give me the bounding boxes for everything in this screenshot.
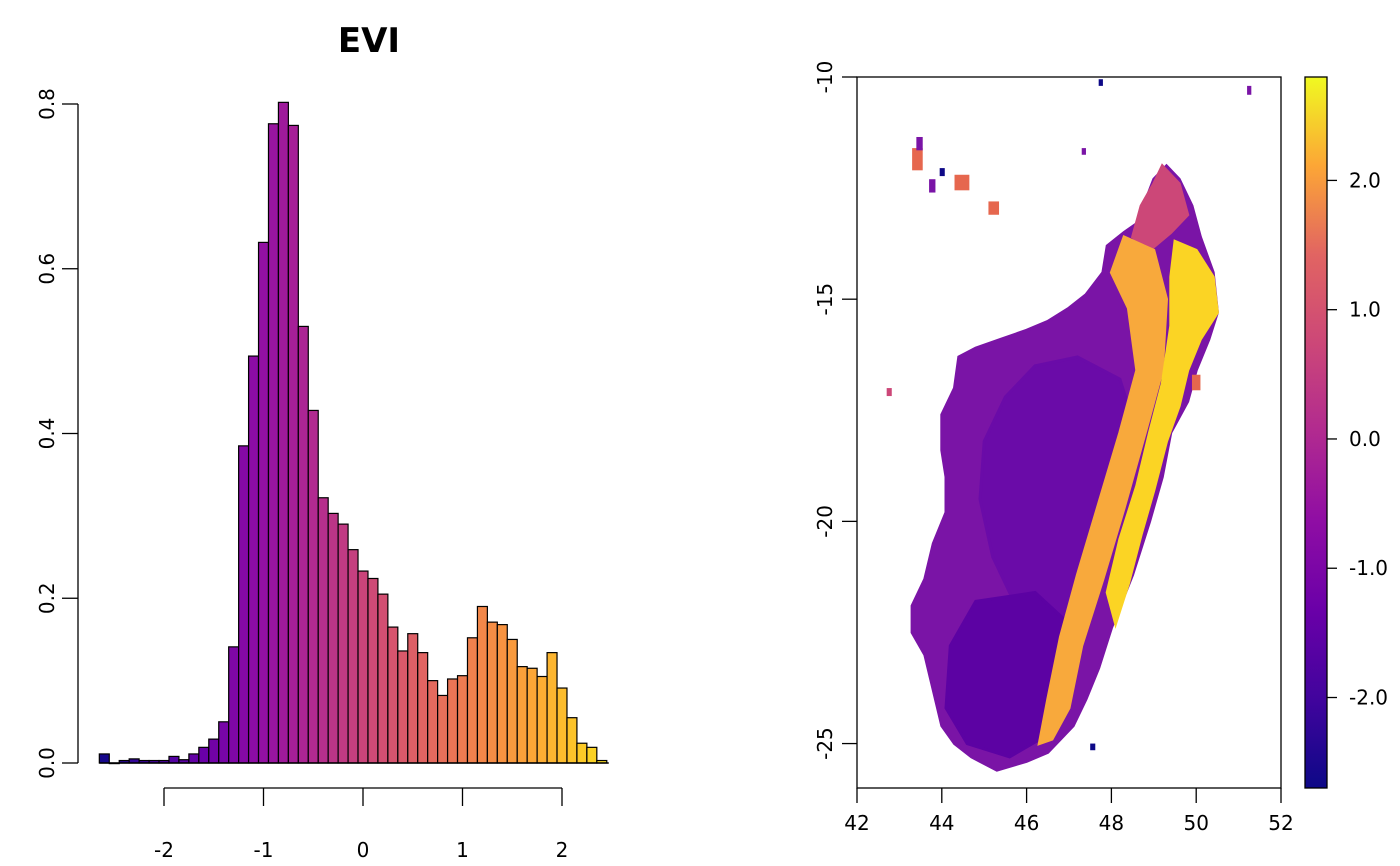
map-x-tick-label: 52 xyxy=(1268,811,1293,835)
histogram-bar xyxy=(506,638,518,764)
histogram-bar xyxy=(456,675,469,764)
histogram-bar xyxy=(208,738,220,764)
histogram-bar xyxy=(188,753,200,764)
histogram-bar xyxy=(417,652,429,764)
x-tick-label: -1 xyxy=(254,838,274,862)
histogram-bar xyxy=(387,626,399,764)
map-y-tick-label: -15 xyxy=(813,283,837,316)
map-island xyxy=(1247,85,1252,95)
histogram-bar xyxy=(397,650,409,764)
x-tick-label: -2 xyxy=(154,838,174,862)
y-tick-label: 0.4 xyxy=(35,418,59,450)
map-y-axis: -25 -20 -15 -10 xyxy=(813,61,857,760)
map-island xyxy=(1191,374,1201,391)
histogram-bar xyxy=(247,355,260,764)
legend-tick-label: -2.0 xyxy=(1349,686,1388,710)
histogram-panel: EVI 0.0 0.2 0.4 0.6 0.8 -2 -1 0 1 2 xyxy=(35,21,609,862)
map-land-east-coast xyxy=(1105,239,1219,629)
histogram-bar xyxy=(297,325,309,764)
histogram-title: EVI xyxy=(338,21,400,61)
histogram-bar xyxy=(546,652,558,764)
x-tick-label: 0 xyxy=(357,838,370,862)
histogram-bar xyxy=(526,667,538,764)
histogram-bar xyxy=(357,570,369,764)
map-y-tick-label: -25 xyxy=(813,727,837,760)
y-tick-label: 0.0 xyxy=(35,747,59,779)
map-panel: 42 44 46 48 50 52 -25 -20 -15 -10 xyxy=(813,61,1294,835)
map-x-tick-label: 42 xyxy=(844,811,869,835)
histogram-bar xyxy=(168,755,180,764)
histogram-bar xyxy=(576,742,588,764)
histogram-bar xyxy=(466,637,479,764)
map-y-tick-label: -10 xyxy=(813,61,837,94)
histogram-bar xyxy=(228,646,240,764)
legend-tick-label: 0.0 xyxy=(1349,427,1381,451)
legend-tick-label: 1.0 xyxy=(1349,298,1381,322)
map-island xyxy=(988,201,1000,215)
map-x-axis: 42 44 46 48 50 52 xyxy=(844,788,1294,835)
map-x-tick-label: 48 xyxy=(1099,811,1124,835)
histogram-bar xyxy=(337,523,349,764)
histogram-bar xyxy=(277,101,289,764)
histogram-bar xyxy=(496,624,508,764)
x-tick-label: 1 xyxy=(456,838,469,862)
y-tick-label: 0.6 xyxy=(35,253,59,285)
y-tick-label: 0.8 xyxy=(35,88,59,120)
histogram-bar xyxy=(377,593,389,764)
histogram-bar xyxy=(536,675,548,764)
map-y-tick-label: -20 xyxy=(813,505,837,538)
x-tick-label: 2 xyxy=(556,838,569,862)
map-island xyxy=(916,136,923,151)
legend-gradient-bar xyxy=(1304,76,1328,789)
map-x-tick-label: 50 xyxy=(1183,811,1208,835)
map-island xyxy=(912,148,923,171)
map-island xyxy=(954,174,970,191)
color-legend: -2.0 -1.0 0.0 1.0 2.0 xyxy=(1304,76,1388,789)
map-island xyxy=(1081,148,1086,155)
histogram-bar xyxy=(267,123,280,764)
histogram-bars xyxy=(98,101,609,765)
map-raster xyxy=(886,79,1252,772)
histogram-bar xyxy=(486,621,498,764)
histogram-bar xyxy=(218,721,230,764)
map-land-east-escarpment xyxy=(1037,234,1169,746)
histogram-bar xyxy=(446,678,459,764)
histogram-bar xyxy=(327,512,339,764)
histogram-bar xyxy=(407,633,419,764)
histogram-bar xyxy=(566,717,578,764)
map-frame xyxy=(856,76,1282,789)
histogram-bar xyxy=(347,549,359,764)
histogram-bar xyxy=(516,666,528,764)
histogram-bar xyxy=(437,694,449,764)
map-x-tick-label: 44 xyxy=(929,811,954,835)
histogram-bar xyxy=(317,497,329,764)
histogram-bar xyxy=(307,409,319,764)
histogram-x-axis: -2 -1 0 1 2 xyxy=(154,787,569,862)
map-x-tick-label: 46 xyxy=(1014,811,1039,835)
histogram-bar xyxy=(98,753,110,764)
map-island xyxy=(929,179,936,193)
histogram-bar xyxy=(586,746,598,764)
map-land-south xyxy=(944,590,1071,759)
histogram-bar xyxy=(287,124,299,764)
legend-tick-label: -1.0 xyxy=(1349,556,1388,580)
map-island xyxy=(1090,743,1096,751)
map-island xyxy=(1098,79,1103,86)
y-tick-label: 0.2 xyxy=(35,582,59,614)
histogram-bar xyxy=(257,241,270,764)
histogram-y-axis: 0.0 0.2 0.4 0.6 0.8 xyxy=(35,88,79,779)
legend-tick-label: 2.0 xyxy=(1349,168,1381,192)
map-island xyxy=(939,168,945,177)
histogram-bar xyxy=(238,445,250,764)
histogram-bar xyxy=(367,577,379,764)
map-island xyxy=(886,388,892,397)
histogram-bar xyxy=(556,687,568,764)
legend-ticks: -2.0 -1.0 0.0 1.0 2.0 xyxy=(1327,168,1388,710)
histogram-bar xyxy=(198,746,210,764)
histogram-bar xyxy=(476,605,488,764)
histogram-bar xyxy=(427,680,439,764)
